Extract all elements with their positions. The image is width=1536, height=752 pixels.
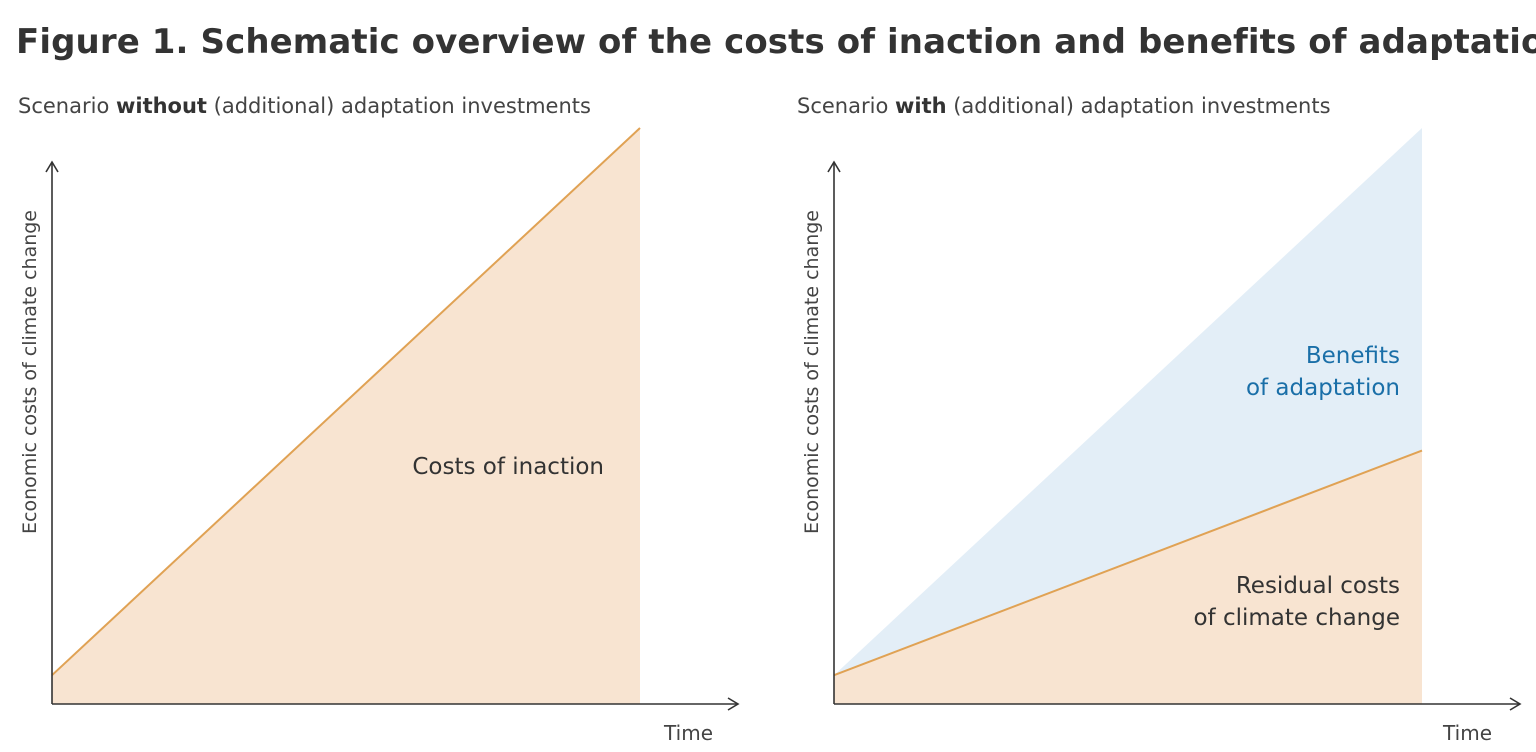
x-axis-label: Time <box>663 721 713 745</box>
costs-of-inaction-line <box>51 127 641 676</box>
left-subtitle-emphasis: without <box>115 94 207 118</box>
x-axis-arrow <box>1509 697 1522 711</box>
benefits-label-line1: Benefits <box>1306 343 1400 369</box>
y-axis-arrow <box>827 160 841 173</box>
chart-with-adaptation: Economic costs of climate change Time Be… <box>801 128 1522 745</box>
residual-label-line1: Residual costs <box>1236 573 1400 599</box>
right-subtitle-prefix: Scenario <box>797 94 895 118</box>
y-axis-label: Economic costs of climate change <box>19 210 41 534</box>
figure-title: Figure 1. Schematic overview of the cost… <box>16 22 1536 62</box>
benefits-label-line2: of adaptation <box>1246 375 1400 401</box>
costs-of-inaction-label: Costs of inaction <box>412 454 604 480</box>
right-subtitle-emphasis: with <box>894 94 947 118</box>
right-panel-subtitle: Scenario with (additional) adaptation in… <box>797 94 1331 118</box>
left-subtitle-prefix: Scenario <box>18 94 116 118</box>
costs-of-inaction-area <box>52 128 640 704</box>
x-axis-label: Time <box>1442 721 1492 745</box>
chart-without-adaptation: Economic costs of climate change Time Co… <box>19 127 740 745</box>
residual-label-line2: of climate change <box>1193 605 1400 631</box>
residual-costs-line <box>833 449 1423 677</box>
x-axis-arrow <box>727 697 740 711</box>
left-subtitle-suffix: (additional) adaptation investments <box>206 94 591 118</box>
y-axis-arrow <box>45 160 59 173</box>
y-axis-label: Economic costs of climate change <box>801 210 823 534</box>
right-subtitle-suffix: (additional) adaptation investments <box>946 94 1331 118</box>
residual-costs-area <box>834 450 1422 704</box>
left-panel-subtitle: Scenario without (additional) adaptation… <box>18 94 591 118</box>
benefits-of-adaptation-area <box>834 128 1422 676</box>
